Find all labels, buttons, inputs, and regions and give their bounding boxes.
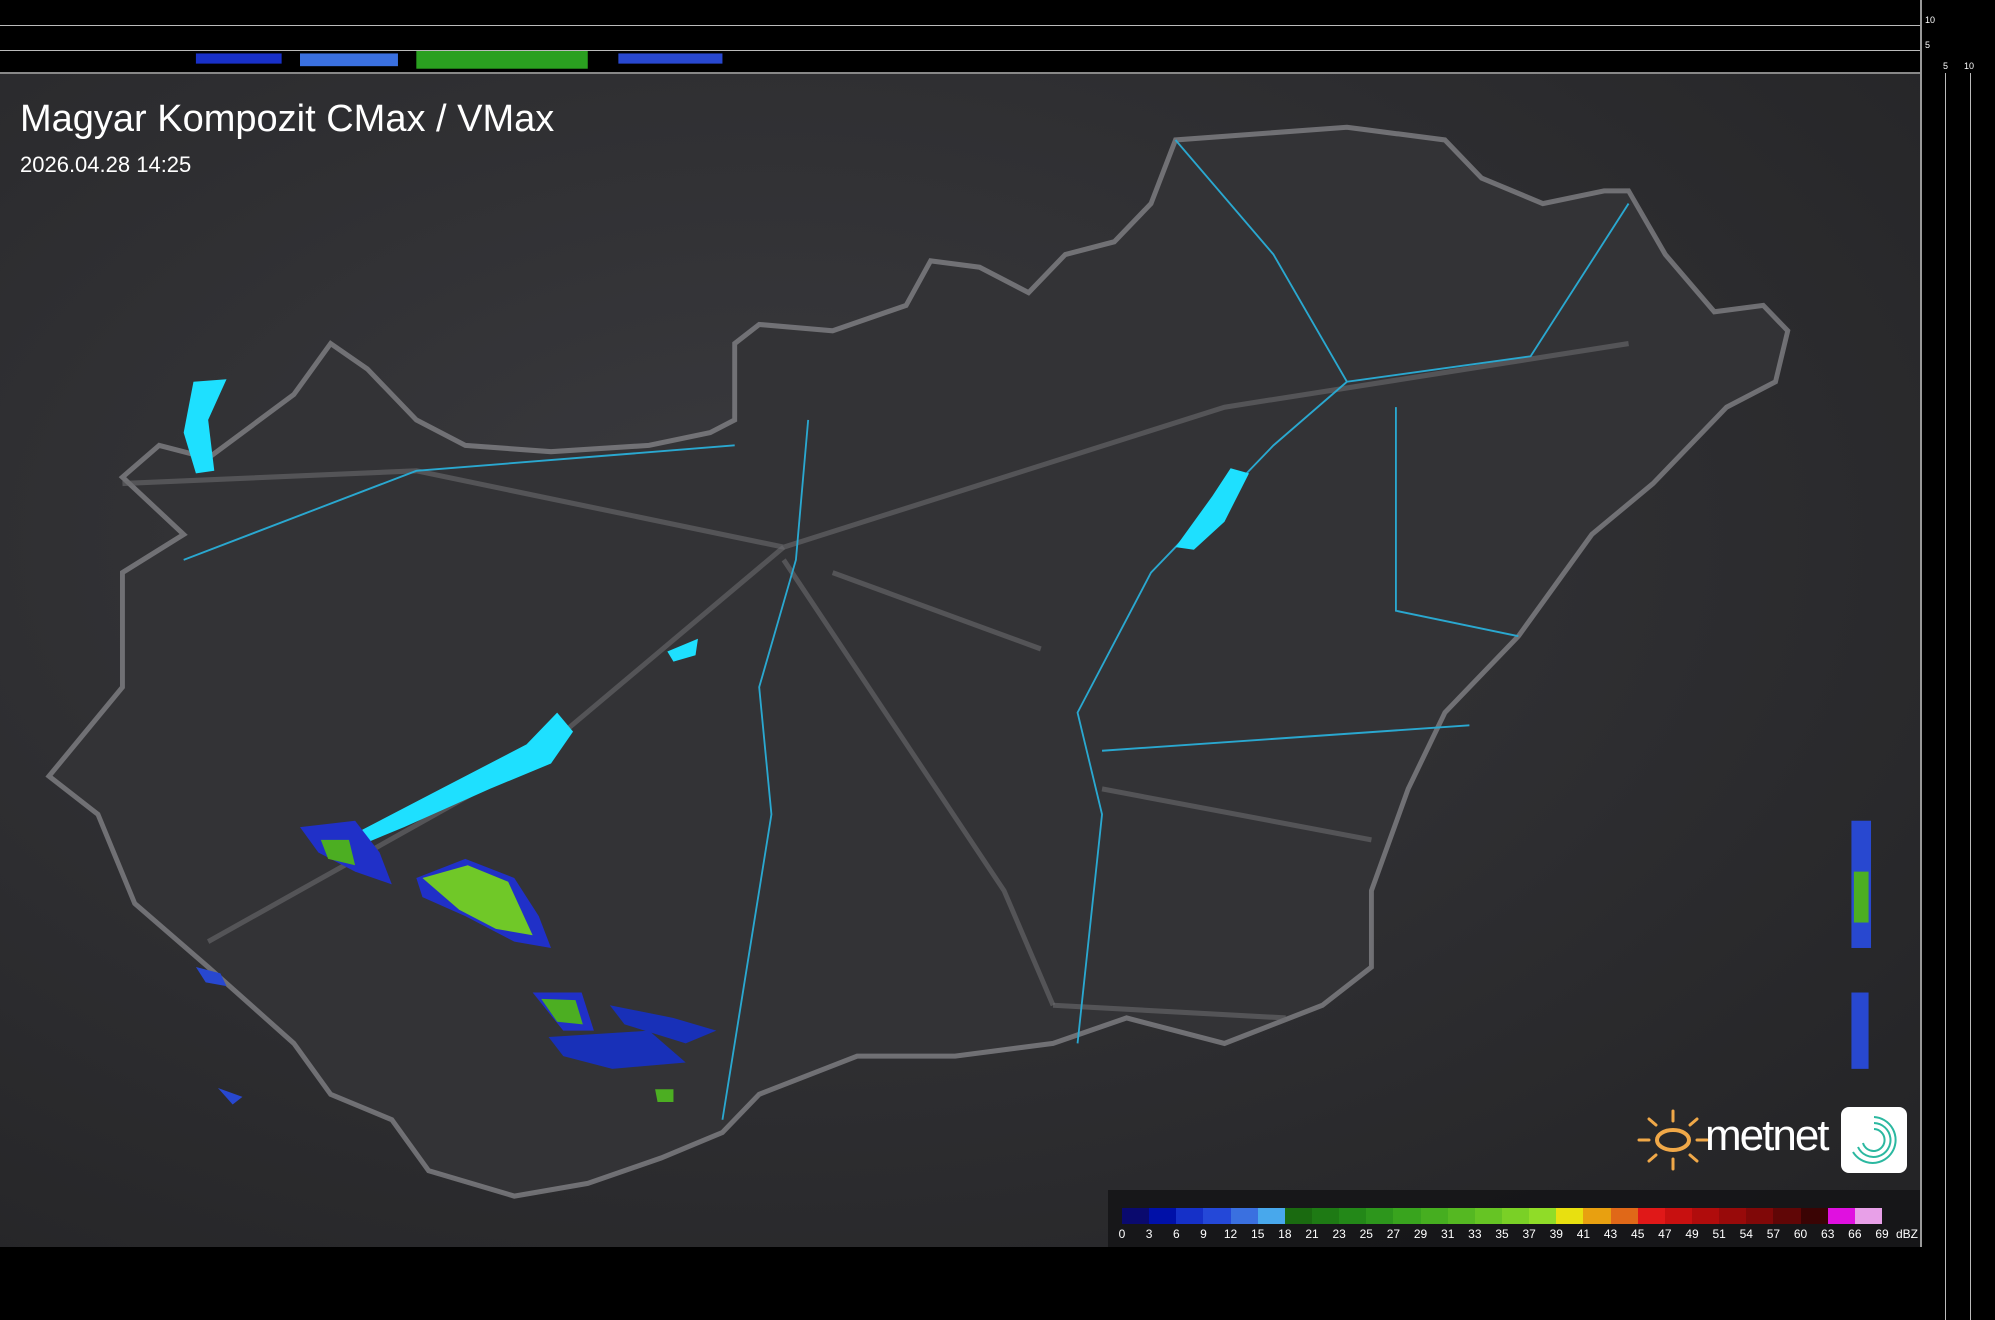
dbz-legend: 0 3 6 9 12 15 18 21 23 25 27 29 31 33 35 37 39 41 43 45 47 49… (1108, 1190, 1920, 1247)
echo (609, 1005, 717, 1044)
legend-swatch (1854, 1208, 1882, 1224)
legend-swatch (1583, 1208, 1611, 1224)
legend-label: 60 (1793, 1227, 1808, 1241)
echo (217, 1087, 243, 1105)
legend-swatch (1203, 1208, 1231, 1224)
legend-swatch (1284, 1208, 1312, 1224)
echo (548, 1030, 686, 1069)
legend-label: 33 (1468, 1227, 1482, 1241)
panel-border (1920, 0, 1922, 1247)
legend-label: 51 (1712, 1227, 1726, 1241)
legend-swatch (1719, 1208, 1747, 1224)
legend-swatch (1610, 1208, 1638, 1224)
legend-label: 9 (1200, 1227, 1207, 1241)
legend-swatch (1691, 1208, 1720, 1224)
map-datetime: 2026.04.28 14:25 (20, 152, 192, 177)
legend-swatch (1366, 1208, 1394, 1224)
legend-swatch (1149, 1208, 1177, 1224)
legend-swatch (1529, 1208, 1557, 1224)
rivers (183, 139, 1630, 1120)
legend-swatch (1393, 1208, 1421, 1224)
legend-label: 31 (1441, 1227, 1455, 1241)
legend-label: 41 (1576, 1227, 1591, 1241)
radar-map (45, 50, 1872, 1199)
legend-label: 15 (1251, 1227, 1265, 1241)
lake-balaton (355, 712, 574, 843)
tick-label: 10 (1925, 15, 1936, 25)
echo (655, 1089, 674, 1102)
legend-label: 45 (1631, 1227, 1645, 1241)
sun-icon (1637, 1109, 1709, 1171)
legend-swatch (1311, 1208, 1340, 1224)
legend-label: 35 (1495, 1227, 1509, 1241)
radar-echoes (195, 820, 717, 1105)
logo-text: metnet (1705, 1111, 1830, 1160)
legend-label: 54 (1739, 1227, 1753, 1241)
echo (541, 998, 583, 1025)
legend-swatch (1474, 1208, 1502, 1224)
legend-labels: 0 3 6 9 12 15 18 21 23 25 27 29 31 33 35 37 39 41 43 45 47 49… (1108, 1227, 1920, 1241)
legend-swatch (1339, 1208, 1367, 1224)
legend-swatch (1637, 1208, 1665, 1224)
legend-unit: dBZ (1896, 1227, 1919, 1241)
legend-swatch (1746, 1208, 1774, 1224)
legend-swatch (1773, 1208, 1801, 1224)
right-profile-panel: 10 5 5 10 (1920, 0, 1995, 1320)
legend-label: 39 (1549, 1227, 1563, 1241)
legend-label: 37 (1522, 1227, 1536, 1241)
legend-label: 27 (1386, 1227, 1401, 1241)
legend-label: 21 (1305, 1227, 1319, 1241)
legend-swatch (1420, 1208, 1448, 1224)
legend-swatch (1556, 1208, 1584, 1224)
legend-label: 0 (1118, 1227, 1126, 1241)
legend-label: 12 (1223, 1227, 1238, 1241)
legend-swatch (1176, 1208, 1204, 1224)
legend-swatch (1257, 1208, 1285, 1224)
legend-swatch (1230, 1208, 1258, 1224)
profile-strip-echoes (195, 50, 1872, 1069)
legend-label: 3 (1145, 1227, 1153, 1241)
legend-swatch (1664, 1208, 1692, 1224)
hungary-outline (45, 124, 1791, 1199)
legend-label: 69 (1875, 1227, 1889, 1241)
legend-label: 18 (1278, 1227, 1292, 1241)
lake-neusiedl (183, 379, 227, 474)
legend-swatch (1827, 1208, 1855, 1224)
gridline-5 (1945, 73, 1946, 1320)
legend-swatch (1501, 1208, 1530, 1224)
metnet-logo: metnet (1635, 1105, 1910, 1175)
legend-label: 29 (1413, 1227, 1428, 1241)
map-title: Magyar Kompozit CMax / VMax (20, 98, 555, 140)
legend-label: 66 (1848, 1227, 1862, 1241)
tick-label: 10 (1964, 61, 1975, 71)
legend-swatch (1800, 1208, 1828, 1224)
legend-label: 43 (1603, 1227, 1618, 1241)
lakes (183, 379, 1249, 843)
legend-label: 57 (1766, 1227, 1781, 1241)
echo (195, 967, 227, 987)
echo (320, 839, 356, 866)
gridline-10 (1970, 73, 1971, 1320)
legend-swatch (1122, 1208, 1150, 1224)
lake-tisza (1175, 468, 1249, 550)
lake-velence (667, 638, 698, 662)
echo (422, 865, 533, 936)
legend-label: 49 (1685, 1227, 1699, 1241)
tick-label: 5 (1943, 61, 1949, 71)
legend-swatch (1447, 1208, 1475, 1224)
legend-label: 47 (1658, 1227, 1672, 1241)
spiral-icon (1841, 1107, 1907, 1173)
legend-label: 23 (1332, 1227, 1346, 1241)
legend-label: 25 (1359, 1227, 1373, 1241)
tick-label: 5 (1925, 40, 1931, 50)
legend-label: 63 (1821, 1227, 1835, 1241)
legend-label: 6 (1172, 1227, 1180, 1241)
legend-color-bar (1122, 1208, 1882, 1224)
